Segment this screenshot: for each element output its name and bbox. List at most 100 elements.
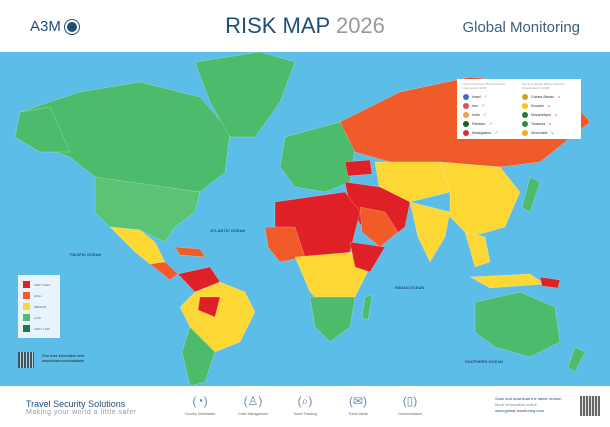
map-search-icon: (⌕) (297, 394, 313, 408)
region-greenland (194, 52, 296, 138)
service-communication[interactable]: (▯) Communication (385, 394, 435, 416)
region-ukraine (344, 159, 373, 177)
swatch-very-high (23, 281, 30, 288)
info-link[interactable]: www.krisavo.com/riskalarte (42, 359, 85, 363)
globe-doc-icon: (◔) (192, 394, 208, 408)
legend-item: LOW (23, 312, 55, 323)
service-label: Country Information (184, 412, 216, 416)
title-year: 2026 (335, 13, 385, 38)
scan-info: Scan and download the latest version Mor… (495, 396, 562, 414)
arrow-down-icon: ↘ (550, 130, 554, 135)
legend-item: MEDIUM (23, 301, 55, 312)
flag-icon (522, 93, 528, 100)
country-name: Venezuela (531, 130, 548, 135)
region-caribbean (174, 246, 206, 258)
service-travel-tracking[interactable]: (⌕) Travel Tracking (280, 394, 330, 416)
arrow-down-icon: ↘ (554, 112, 558, 117)
region-se-asia (464, 231, 491, 268)
scan-text: Scan and download the latest version (495, 396, 562, 401)
flag-icon (522, 129, 528, 136)
arrow-up-icon: ↗ (481, 103, 485, 108)
region-brazil-red (197, 296, 221, 318)
legend-label: MEDIUM (34, 304, 47, 309)
list-item: Iran ↗ (463, 101, 516, 110)
deteriorated-heading: Top 5 Countries Where Security Deteriora… (522, 82, 565, 90)
page-title: RISK MAP 2026 (0, 13, 610, 39)
person-icon: (♙) (243, 394, 263, 408)
list-item: Tanzania ↘ (522, 119, 575, 128)
arrow-down-icon: ↘ (547, 103, 551, 108)
region-horn-africa (349, 241, 386, 273)
legend-item: VERY LOW (23, 323, 55, 334)
region-indonesia (469, 273, 546, 289)
swatch-low (23, 314, 30, 321)
service-country-information[interactable]: (◔) Country Information (175, 394, 225, 416)
service-crisis-management[interactable]: (♙) Crisis Management (228, 394, 278, 416)
country-name: Israel (472, 94, 481, 99)
country-name: Pakistan (472, 121, 486, 126)
region-australia (474, 291, 561, 358)
footer-title: Travel Security Solutions (26, 399, 126, 409)
footer: Travel Security Solutions Making your wo… (0, 386, 610, 427)
qr-code[interactable] (18, 352, 34, 368)
website-link[interactable]: www.global-monitoring.com (495, 408, 544, 413)
swatch-high (23, 292, 30, 299)
logo: A3M (30, 18, 79, 35)
flag-icon (522, 111, 528, 118)
label-atlantic-ocean: ATLANTIC OCEAN (210, 228, 246, 233)
scan-more: More information online (495, 402, 537, 407)
service-label: Communication (397, 412, 423, 416)
list-item: Guinea-Bissau ↘ (522, 92, 575, 101)
country-name: Guinea-Bissau (531, 94, 554, 99)
flag-icon (522, 102, 528, 109)
globe-icon (64, 19, 79, 34)
brand-name: Global Monitoring (462, 19, 580, 36)
arrow-up-icon: ↗ (494, 130, 498, 135)
label-indian-ocean: INDIAN OCEAN (395, 285, 425, 290)
header: A3M RISK MAP 2026 Global Monitoring (0, 0, 610, 52)
region-arabia (359, 206, 399, 248)
info-line: Find more information here: (42, 354, 85, 358)
swatch-medium (23, 303, 30, 310)
more-info: Find more information here: www.krisavo.c… (42, 354, 85, 364)
list-item: Ecuador ↘ (522, 101, 575, 110)
legend-label: HIGH (34, 293, 42, 298)
footer-qr-code[interactable] (580, 396, 600, 416)
country-name: Madagascar (472, 130, 492, 135)
arrow-up-icon: ↗ (483, 94, 487, 99)
list-item: Madagascar ↗ (463, 128, 516, 137)
logo-text: A3M (30, 18, 61, 35)
legend-label: LOW (34, 315, 41, 320)
swatch-very-low (23, 325, 30, 332)
country-name: India (472, 112, 480, 117)
region-europe (279, 121, 356, 193)
flag-icon (522, 120, 528, 127)
legend-item: HIGH (23, 290, 55, 301)
label-pacific-ocean: PACIFIC OCEAN (70, 252, 102, 257)
region-png (539, 276, 561, 289)
flag-icon (463, 120, 469, 127)
service-travel-alerts[interactable]: (✉) Travel Alerts (333, 394, 383, 416)
country-name: Iran (472, 103, 479, 108)
list-item: Mozambique ↘ (522, 110, 575, 119)
country-name: Tanzania (531, 121, 546, 126)
region-west-africa (264, 226, 306, 263)
arrow-down-icon: ↘ (556, 94, 561, 99)
flag-icon (463, 129, 469, 136)
top-countries-box: Top 5 Countries Where Security Improved … (457, 79, 581, 139)
risk-legend: VERY HIGH HIGH MEDIUM LOW VERY LOW (18, 275, 60, 338)
region-india (409, 201, 451, 263)
footer-subtitle: Making your world a little safer (26, 409, 137, 416)
region-south-america-south (181, 326, 216, 386)
list-item: Pakistan ↗ (463, 119, 516, 128)
alert-icon: (✉) (348, 394, 368, 408)
arrow-up-icon: ↗ (488, 121, 492, 126)
region-madagascar (361, 294, 373, 321)
legend-item: VERY HIGH (23, 279, 55, 290)
title-text: RISK MAP (225, 13, 330, 38)
country-name: Ecuador (531, 103, 545, 108)
legend-label: VERY LOW (34, 326, 50, 331)
improved-column: Top 5 Countries Where Security Improved … (463, 82, 516, 136)
improved-heading: Top 5 Countries Where Security Improved … (463, 82, 506, 90)
flag-icon (463, 93, 469, 100)
